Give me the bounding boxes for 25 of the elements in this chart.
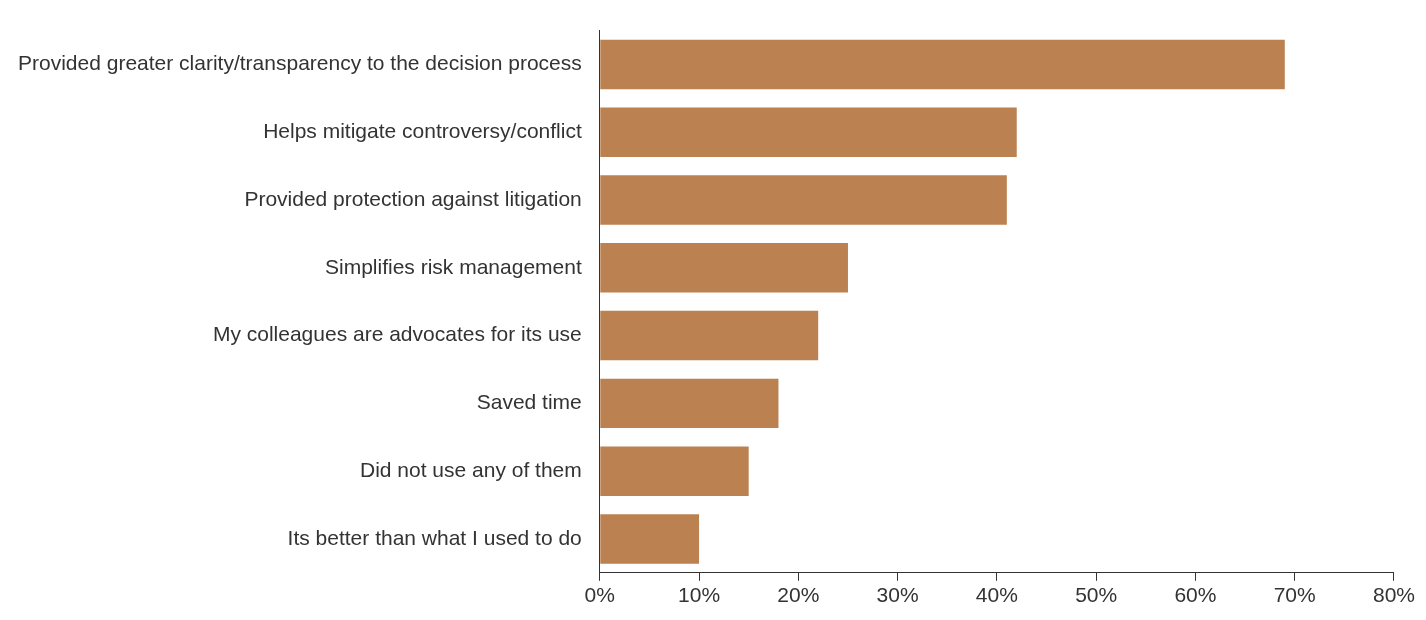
bar: [600, 514, 700, 564]
bar: [600, 175, 1007, 225]
x-tick-label: 70%: [1273, 583, 1316, 607]
y-tick-label: Provided protection against litigation: [244, 186, 582, 210]
y-tick-label: Provided greater clarity/transparency to the decision process: [18, 51, 582, 75]
bar: [600, 243, 848, 293]
y-tick-label: Did not use any of them: [359, 457, 582, 481]
x-tick-label: 80%: [1372, 583, 1415, 607]
bar: [600, 39, 1285, 90]
y-tick-label: Simplifies risk management: [325, 254, 582, 278]
bar: [600, 446, 749, 496]
x-tick-label: 40%: [975, 583, 1018, 607]
x-tick-label: 50%: [1075, 583, 1118, 607]
y-tick-label: Saved time: [476, 390, 582, 414]
bar: [600, 378, 779, 429]
bar: [600, 107, 1017, 157]
y-tick-label: Helps mitigate controversy/conflict: [263, 119, 582, 143]
x-tick-label: 0%: [584, 583, 615, 607]
x-tick-label: 60%: [1174, 583, 1217, 607]
y-tick-label: My colleagues are advocates for its use: [212, 322, 582, 346]
x-tick-label: 10%: [678, 583, 721, 607]
x-tick-label: 30%: [876, 583, 919, 607]
bar: [600, 310, 819, 361]
y-tick-label: Its better than what I used to do: [287, 525, 582, 549]
x-tick-label: 20%: [777, 583, 820, 607]
